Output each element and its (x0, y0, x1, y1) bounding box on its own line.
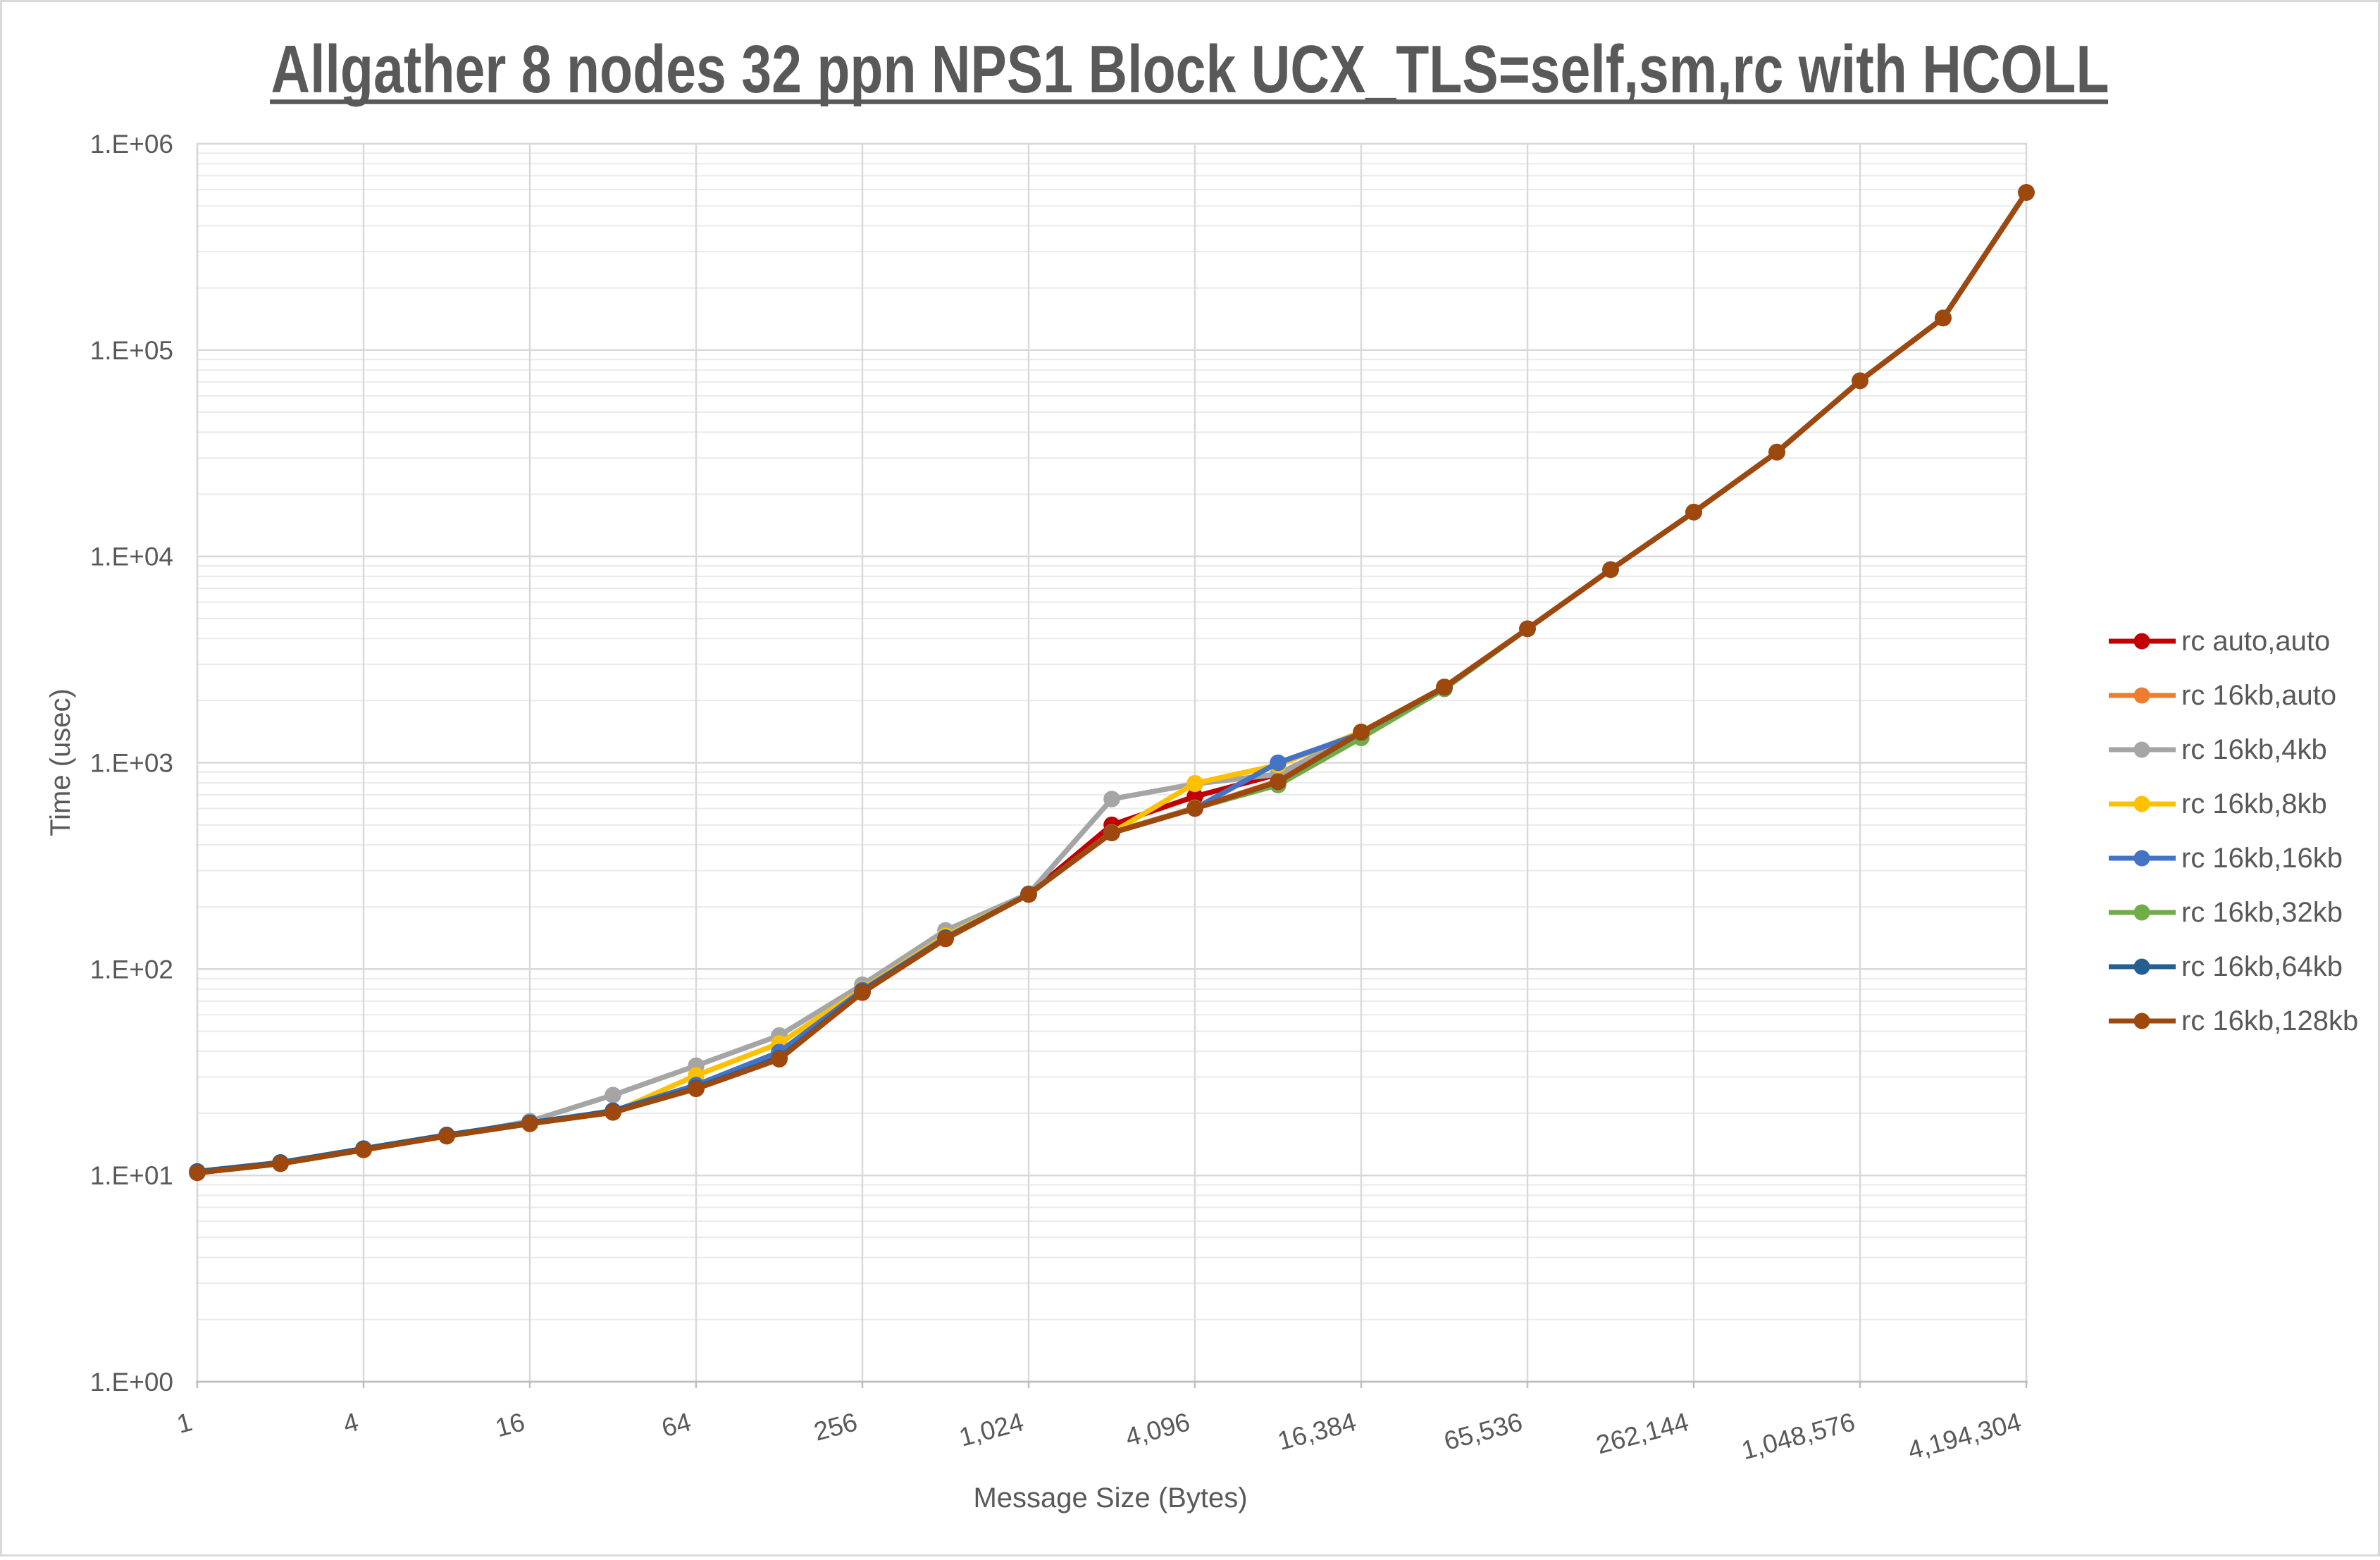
svg-text:Time (usec): Time (usec) (45, 688, 76, 836)
svg-text:rc 16kb,32kb: rc 16kb,32kb (2181, 897, 2343, 928)
svg-text:1.E+00: 1.E+00 (90, 1368, 173, 1397)
svg-text:Allgather 8 nodes 32 ppn NPS1: Allgather 8 nodes 32 ppn NPS1 Block UCX_… (271, 32, 2109, 107)
svg-text:rc 16kb,128kb: rc 16kb,128kb (2181, 1005, 2358, 1036)
svg-text:rc 16kb,16kb: rc 16kb,16kb (2181, 843, 2343, 874)
svg-text:rc auto,auto: rc auto,auto (2181, 626, 2330, 657)
svg-text:1.E+03: 1.E+03 (90, 749, 173, 778)
svg-text:1.E+06: 1.E+06 (90, 130, 173, 159)
svg-text:1.E+04: 1.E+04 (90, 543, 173, 571)
svg-text:1.E+05: 1.E+05 (90, 336, 173, 365)
svg-text:rc 16kb,8kb: rc 16kb,8kb (2181, 788, 2327, 819)
svg-text:rc 16kb,64kb: rc 16kb,64kb (2181, 951, 2343, 982)
svg-text:rc 16kb,auto: rc 16kb,auto (2181, 680, 2336, 711)
svg-text:1.E+01: 1.E+01 (90, 1161, 173, 1190)
svg-text:Message Size (Bytes): Message Size (Bytes) (973, 1482, 1247, 1513)
svg-text:1.E+02: 1.E+02 (90, 955, 173, 984)
svg-text:rc 16kb,4kb: rc 16kb,4kb (2181, 734, 2327, 765)
